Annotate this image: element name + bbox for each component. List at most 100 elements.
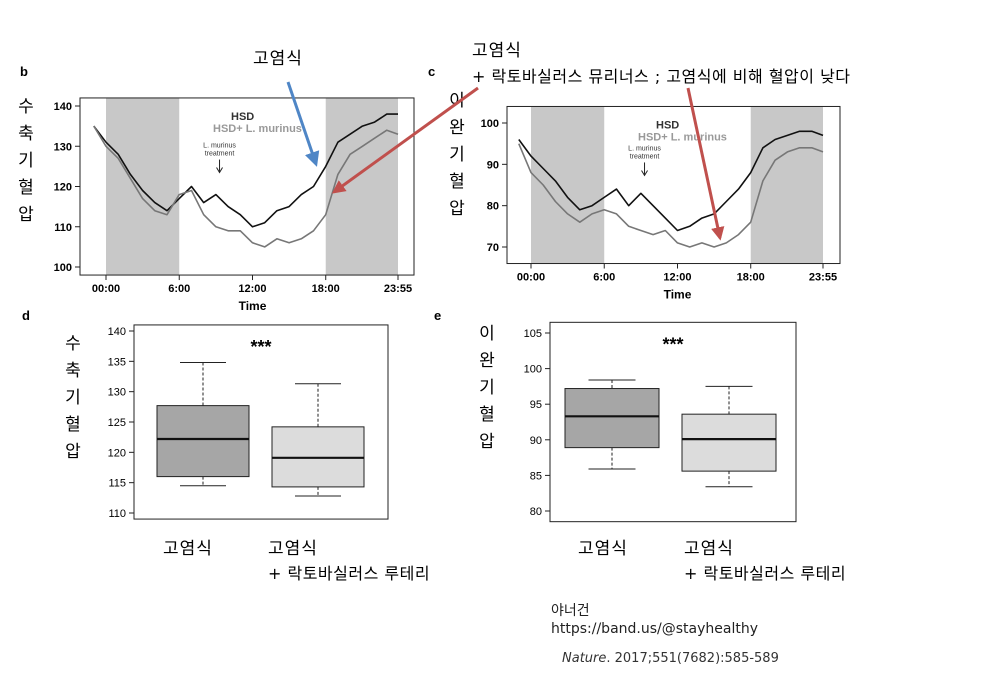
category-label: 고염식 xyxy=(268,539,318,559)
annotation-lactobacillus-note: + 락토바실러스 뮤리너스 ; 고염식에 비해 혈압이 낮다 xyxy=(472,67,851,86)
y-tick-label: 120 xyxy=(108,447,126,459)
y-tick-label: 80 xyxy=(487,201,499,213)
y-tick-label: 105 xyxy=(524,328,542,340)
series-line xyxy=(518,143,824,248)
chart-panel-d: 110 115 120 125 130 135 140 *** 고염식 고염식 + 락토바실러스 루… xyxy=(65,324,430,583)
y-tick-label: 110 xyxy=(54,222,72,234)
x-tick-label: 00:00 xyxy=(92,283,120,295)
y-axis-label-char: 기 xyxy=(65,388,81,408)
y-axis-label-char: 혈 xyxy=(18,178,34,198)
y-tick-label: 140 xyxy=(54,101,72,113)
red-arrow-to-panel-c xyxy=(686,87,725,241)
y-tick-label: 100 xyxy=(481,118,499,130)
y-tick-label: 120 xyxy=(54,182,72,194)
legend-hsd: HSD xyxy=(231,111,254,123)
y-tick-label: 100 xyxy=(54,262,72,274)
category-label: 고염식 xyxy=(578,539,628,559)
plot-frame xyxy=(549,321,797,523)
y-tick-label: 80 xyxy=(530,506,542,518)
x-tick-label: 23:55 xyxy=(809,272,837,284)
y-tick-label: 115 xyxy=(108,478,126,490)
y-axis-label-char: 압 xyxy=(18,205,34,225)
panel-letter-c: c xyxy=(428,64,435,79)
treatment-annotation: L. murinus xyxy=(628,145,661,152)
y-tick-label: 95 xyxy=(530,399,542,411)
y-tick-label: 90 xyxy=(487,159,499,171)
significance-marker: *** xyxy=(250,337,271,357)
treatment-arrow-head xyxy=(216,167,223,174)
y-tick-label: 85 xyxy=(530,470,542,482)
shaded-night-period xyxy=(325,97,398,276)
plot-frame xyxy=(506,105,841,265)
x-tick-label: 12:00 xyxy=(663,272,691,284)
box-iqr xyxy=(156,405,250,478)
significance-marker: *** xyxy=(662,334,683,354)
y-axis-label-char: 혈 xyxy=(479,405,495,425)
panel-letter-b: b xyxy=(20,64,28,79)
x-tick-label: 00:00 xyxy=(517,272,545,284)
treatment-annotation: treatment xyxy=(630,153,660,160)
treatment-arrow-head xyxy=(641,170,648,177)
series-line xyxy=(93,125,399,248)
x-tick-label: 18:00 xyxy=(737,272,765,284)
y-axis-label-char: 완 xyxy=(449,118,465,138)
y-tick-label: 110 xyxy=(108,508,126,520)
box-iqr xyxy=(564,388,660,449)
y-axis-label-char: 수 xyxy=(18,97,34,117)
legend-hsd-murinus: HSD+ L. murinus xyxy=(638,131,727,143)
y-axis-label-char: 압 xyxy=(449,199,465,219)
y-axis-label-char: 완 xyxy=(479,351,495,371)
x-tick-label: 12:00 xyxy=(238,283,266,295)
series-line xyxy=(518,130,824,232)
shaded-night-period xyxy=(106,97,180,276)
red-arrow-to-panel-b xyxy=(331,86,479,194)
y-axis-label-char: 기 xyxy=(479,378,495,398)
credit-author: 야너건 xyxy=(551,603,590,619)
y-tick-label: 130 xyxy=(108,387,126,399)
category-label: 고염식 xyxy=(684,539,734,559)
x-axis-label: Time xyxy=(239,299,267,313)
credit-url[interactable]: https://band.us/@stayhealthy xyxy=(551,621,758,637)
y-tick-label: 125 xyxy=(108,417,126,429)
y-tick-label: 140 xyxy=(108,326,126,338)
citation-journal: Nature xyxy=(562,651,607,666)
y-axis-label-char: 압 xyxy=(65,442,81,462)
panel-letter-d: d xyxy=(22,308,30,323)
category-label-line2: + 락토바실러스 루테리 xyxy=(684,564,846,583)
chart-panel-c: 70 80 90 100 00:00 6:00 12:00 18:00 23:55 Time HSD… xyxy=(449,91,841,302)
citation-ref: . 2017;551(7682):585-589 xyxy=(606,651,779,666)
y-axis-label-char: 축 xyxy=(65,361,81,381)
y-axis-label-char: 기 xyxy=(18,151,34,171)
treatment-annotation: L. murinus xyxy=(203,143,236,150)
annotation-high-salt-top-right: 고염식 xyxy=(472,41,522,61)
y-tick-label: 100 xyxy=(524,364,542,376)
x-tick-label: 6:00 xyxy=(168,283,190,295)
y-axis-label-char: 이 xyxy=(479,324,495,344)
legend-hsd: HSD xyxy=(656,119,679,131)
x-tick-label: 18:00 xyxy=(312,283,340,295)
series-line xyxy=(93,113,398,228)
y-axis-label-char: 혈 xyxy=(449,172,465,192)
y-tick-label: 130 xyxy=(54,141,72,153)
treatment-annotation: treatment xyxy=(205,151,235,158)
y-tick-label: 90 xyxy=(530,435,542,447)
annotation-high-salt-top-left: 고염식 xyxy=(253,49,303,69)
y-axis-label-char: 수 xyxy=(65,334,81,354)
chart-panel-b: 100 110 120 130 140 00:00 6:00 12:00 18:00 23:55 T… xyxy=(18,97,415,313)
shaded-night-period xyxy=(531,106,605,264)
shaded-night-period xyxy=(750,106,823,264)
y-axis-label-char: 압 xyxy=(479,432,495,452)
y-tick-label: 135 xyxy=(108,356,126,368)
x-tick-label: 23:55 xyxy=(384,283,412,295)
box-iqr xyxy=(681,413,777,472)
citation: Nature. 2017;551(7682):585-589 xyxy=(562,651,779,666)
y-tick-label: 70 xyxy=(487,242,499,254)
y-axis-label-char: 혈 xyxy=(65,415,81,435)
y-axis-label-char: 축 xyxy=(18,124,34,144)
x-axis-label: Time xyxy=(664,288,692,302)
x-tick-label: 6:00 xyxy=(593,272,615,284)
y-axis-label-char: 기 xyxy=(449,145,465,165)
category-label: 고염식 xyxy=(163,539,213,559)
